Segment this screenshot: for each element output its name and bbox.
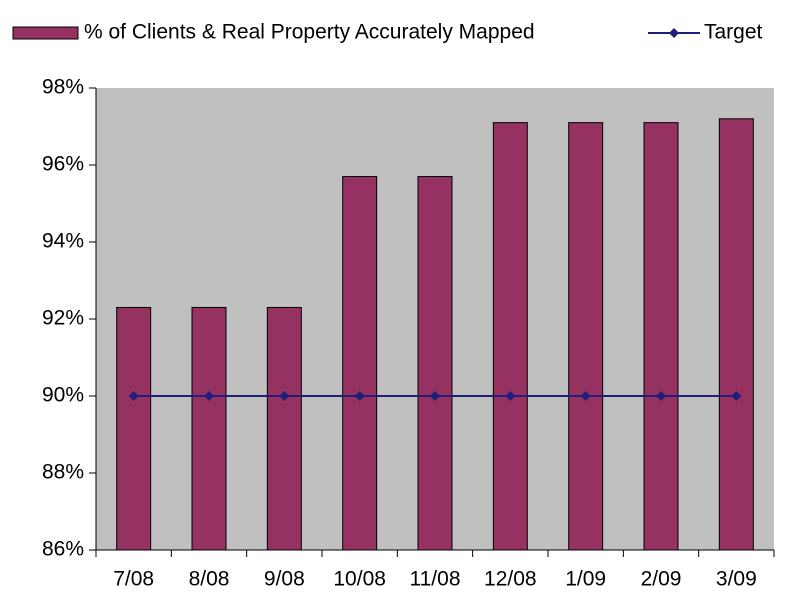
y-tick-label: 94% — [42, 230, 84, 253]
bar — [191, 306, 227, 551]
marker — [656, 391, 666, 401]
x-tick-label: 8/08 — [189, 568, 230, 591]
x-tick-label: 9/08 — [264, 568, 305, 591]
bar — [266, 306, 302, 551]
marker — [204, 391, 214, 401]
legend-label: Target — [704, 21, 763, 44]
legend-marker — [669, 28, 679, 38]
marker — [430, 391, 440, 401]
marker — [279, 391, 290, 401]
marker — [354, 391, 365, 401]
x-tick-label: 7/08 — [113, 568, 154, 591]
bar — [116, 306, 152, 551]
marker — [128, 391, 139, 401]
y-tick-label: 92% — [42, 307, 84, 330]
legend-swatch — [12, 26, 79, 40]
x-tick-label: 1/09 — [565, 568, 606, 591]
marker — [580, 391, 591, 401]
bar — [492, 122, 528, 551]
y-tick-label: 86% — [42, 538, 84, 561]
y-tick-label: 90% — [42, 384, 84, 407]
x-tick-label: 11/08 — [410, 568, 461, 591]
marker — [505, 391, 516, 401]
bar — [342, 176, 378, 551]
y-tick-label: 98% — [42, 76, 84, 99]
legend-label: % of Clients & Real Property Accurately … — [84, 21, 535, 44]
x-tick-label: 10/08 — [333, 568, 386, 591]
bar — [568, 122, 604, 551]
y-tick-label: 88% — [42, 461, 84, 484]
bar — [417, 176, 453, 551]
bar — [718, 118, 754, 551]
x-tick-label: 2/09 — [641, 568, 682, 591]
y-tick-label: 96% — [42, 153, 84, 176]
x-tick-label: 12/08 — [484, 568, 537, 591]
marker — [731, 391, 742, 401]
x-tick-label: 3/09 — [716, 568, 757, 591]
bar — [643, 122, 679, 551]
